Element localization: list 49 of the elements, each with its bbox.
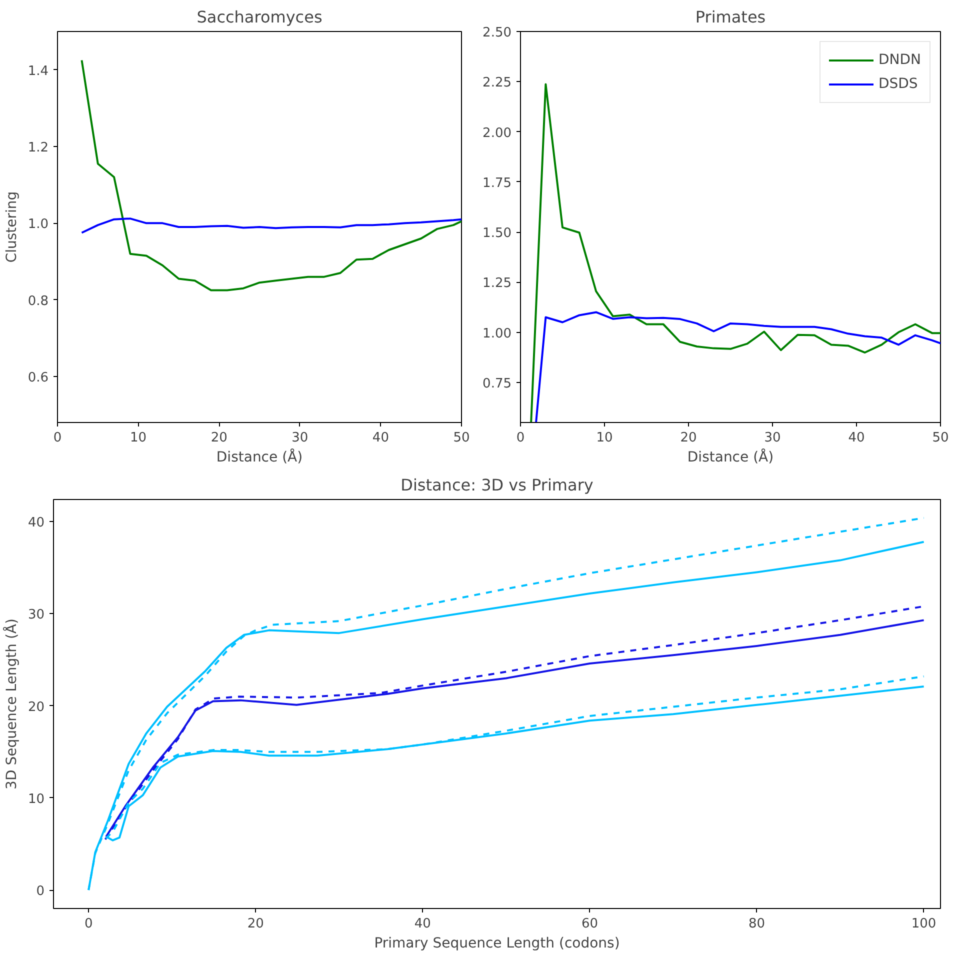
y-tick-label: 1.2 bbox=[28, 140, 49, 156]
x-tick-label: 40 bbox=[372, 430, 389, 446]
x-tick-label: 0 bbox=[516, 430, 525, 446]
legend-label: DNDN bbox=[878, 52, 921, 68]
y-axis-title: Clustering bbox=[4, 191, 20, 263]
x-tick-label: 50 bbox=[932, 430, 949, 446]
chart-title: Primates bbox=[695, 8, 766, 26]
y-tick-label: 1.00 bbox=[482, 326, 512, 342]
y-tick-label: 10 bbox=[28, 792, 45, 807]
x-tick-label: 100 bbox=[911, 916, 936, 932]
y-tick-label: 40 bbox=[28, 516, 45, 531]
y-tick-label: 0.8 bbox=[28, 294, 49, 309]
legend-label: DSDS bbox=[878, 76, 918, 92]
x-axis-title: Distance (Å) bbox=[216, 448, 303, 466]
x-tick-label: 10 bbox=[596, 430, 613, 446]
chart-title: Saccharomyces bbox=[196, 8, 322, 26]
x-tick-label: 40 bbox=[414, 916, 431, 932]
x-tick-label: 0 bbox=[84, 916, 93, 932]
x-tick-label: 30 bbox=[292, 430, 308, 446]
y-tick-label: 1.4 bbox=[28, 64, 49, 79]
x-axis-title: Primary Sequence Length (codons) bbox=[374, 936, 620, 952]
y-tick-label: 0.75 bbox=[482, 376, 512, 392]
x-tick-label: 10 bbox=[130, 430, 147, 446]
y-tick-label: 1.50 bbox=[482, 226, 512, 242]
x-tick-label: 20 bbox=[210, 430, 228, 446]
y-tick-label: 1.0 bbox=[28, 217, 49, 232]
line-series bbox=[80, 218, 462, 234]
x-axis-title: Distance (Å) bbox=[687, 448, 774, 466]
x-tick-label: 20 bbox=[247, 916, 264, 932]
y-tick-label: 1.25 bbox=[482, 276, 512, 292]
x-tick-label: 0 bbox=[53, 430, 62, 446]
y-tick-label: 20 bbox=[28, 700, 45, 715]
y-tick-label: 0.6 bbox=[28, 370, 49, 386]
y-tick-label: 0 bbox=[36, 884, 45, 900]
y-tick-label: 2.50 bbox=[482, 26, 512, 40]
y-tick-label: 2.00 bbox=[482, 126, 512, 141]
x-tick-label: 20 bbox=[680, 430, 697, 446]
x-tick-label: 60 bbox=[581, 916, 598, 932]
y-tick-label: 2.25 bbox=[482, 76, 512, 91]
x-tick-label: 40 bbox=[848, 430, 865, 446]
y-tick-label: 30 bbox=[28, 608, 45, 623]
x-tick-label: 80 bbox=[748, 916, 766, 932]
y-axis-title: 3D Sequence Length (Å) bbox=[2, 618, 20, 790]
y-tick-label: 1.75 bbox=[482, 176, 512, 191]
chart-title: Distance: 3D vs Primary bbox=[400, 476, 594, 494]
line-series bbox=[535, 311, 940, 422]
x-tick-label: 30 bbox=[764, 430, 781, 446]
x-tick-label: 50 bbox=[453, 430, 470, 446]
line-series bbox=[80, 59, 462, 292]
